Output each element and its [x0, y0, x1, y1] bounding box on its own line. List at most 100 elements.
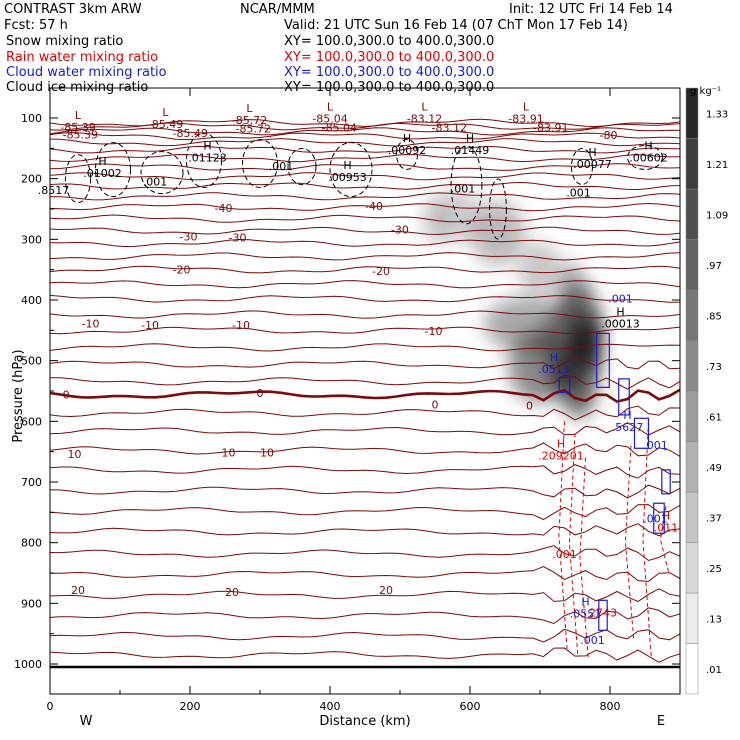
- extremum-marker: H: [623, 409, 631, 422]
- temperature-label: -20: [173, 264, 191, 277]
- snow-contour: [140, 151, 184, 195]
- contour-value-label: .001: [269, 160, 294, 173]
- extremum-value: .00013: [601, 318, 640, 331]
- valid-time: Valid: 21 UTC Sun 16 Feb 14 (07 ChT Mon …: [284, 18, 628, 33]
- endpoint-west: W: [80, 714, 93, 729]
- colorbar-segment: [685, 289, 699, 341]
- temperature-contour-line: [50, 265, 680, 274]
- snow-shade-blob: [519, 242, 561, 297]
- cloud-water-contour: [653, 502, 665, 534]
- temperature-label: 10: [260, 446, 274, 459]
- colorbar-segment: [685, 138, 699, 190]
- temperature-label: 0: [432, 398, 439, 411]
- snow-shading: [421, 188, 603, 418]
- colorbar-tick-label: .61: [706, 412, 722, 423]
- extremum-value: .00077: [573, 158, 612, 171]
- x-tick-label: 200: [180, 700, 201, 713]
- temperature-label: 0: [526, 400, 533, 413]
- temperature-contour-line: [50, 545, 680, 562]
- temperature-label: -10: [141, 319, 159, 332]
- rain-contour: [579, 457, 589, 658]
- extremum-value: .011: [654, 522, 679, 535]
- snow-shade-blob: [470, 200, 526, 267]
- temperature-contour-line: [50, 484, 680, 499]
- colorbar-tick-label: 1.09: [706, 210, 728, 221]
- contour-value-label: .001: [566, 186, 591, 199]
- snow-contour: [329, 142, 373, 198]
- colorbar-tick-label: 1.21: [706, 160, 728, 171]
- legend-snow-label: Snow mixing ratio: [6, 34, 124, 49]
- snow-shade-blob: [421, 197, 449, 246]
- snow-contour: [627, 144, 663, 170]
- temperature-contour-line: [50, 172, 680, 181]
- extremum-marker: L: [421, 101, 428, 114]
- endpoint-east: E: [657, 714, 665, 729]
- colorbar-segment: [685, 188, 699, 240]
- extremum-value: .00602: [629, 151, 668, 164]
- colorbar-tick-label: .97: [706, 261, 722, 272]
- temperature-label: -40: [215, 202, 233, 215]
- x-tick-label: 0: [47, 700, 54, 713]
- rain-contour: [642, 421, 652, 658]
- extremum-marker: L: [523, 101, 530, 114]
- rain-contour: [624, 445, 635, 640]
- colorbar-segment: [685, 340, 699, 392]
- colorbar-tick-label: .01: [706, 665, 722, 676]
- temperature-contour-line: [50, 504, 680, 521]
- snow-shade-blob: [557, 263, 586, 312]
- temperature-contour-line: [50, 442, 680, 457]
- legend-cloudwater-label: Cloud water mixing ratio: [6, 65, 167, 80]
- extremum-marker: L: [75, 109, 82, 122]
- contour-value-label: .001: [643, 513, 668, 526]
- cloud-water-contour: [598, 599, 608, 631]
- rain-contours: [558, 421, 670, 658]
- temperature-contour-line: [50, 138, 680, 147]
- extremum-marker: H: [616, 306, 624, 319]
- y-tick-label: 800: [21, 537, 42, 550]
- snow-contour: [186, 132, 222, 188]
- snow-contour: [64, 154, 92, 204]
- y-tick-label: 500: [21, 355, 42, 368]
- extremum-value: -83.91: [508, 113, 543, 126]
- legend-rain-label: Rain water mixing ratio: [6, 50, 159, 65]
- snow-contours: [64, 132, 663, 240]
- cloud-water-contour: [661, 469, 671, 495]
- snow-contour: [95, 142, 131, 198]
- temperature-label: -40: [365, 200, 383, 213]
- temperature-contour-line: [50, 122, 680, 131]
- extremum-value: .01002: [83, 167, 122, 180]
- temperature-contour-line: [50, 310, 680, 319]
- y-tick-label: 100: [21, 112, 42, 125]
- temperature-label: 0: [257, 387, 264, 400]
- temperature-contour-line: [50, 422, 680, 436]
- colorbar-segment: [685, 491, 699, 543]
- y-tick-label: 600: [21, 415, 42, 428]
- extremum-value: .0513: [538, 363, 570, 376]
- x-tick-label: 600: [460, 700, 481, 713]
- x-axis-label: Distance (km): [319, 714, 410, 729]
- extremum-value: -85.49: [148, 118, 183, 131]
- colorbar-segment: [685, 239, 699, 291]
- temperature-label: 20: [71, 584, 85, 597]
- colorbar-segment: [685, 592, 699, 644]
- temperature-contour-line: [50, 226, 680, 235]
- legend-cloudwater-xy: XY= 100.0,300.0 to 400.0,300.0: [284, 65, 495, 80]
- colorbar: .01 .13 .25 .37 .49 .61 .73 .85 .97 1.09 1.21 1.33: [685, 87, 728, 695]
- snow-contour: [450, 145, 483, 225]
- temperature-contour-line: [50, 588, 680, 603]
- forecast-hour: Fcst: 57 h: [4, 18, 68, 33]
- temperature-label: -30: [391, 224, 409, 237]
- extremum-marker: H: [403, 132, 411, 145]
- extremum-value: -85.04: [312, 113, 347, 126]
- snow-shade-blob: [575, 312, 603, 373]
- temperature-contour-line: [50, 252, 680, 261]
- center-label: NCAR/MMM: [240, 2, 315, 17]
- temperature-contour-line: [50, 326, 680, 335]
- temperature-contour-line: [50, 294, 680, 303]
- temperature-label: -10: [232, 319, 250, 332]
- temperature-contour-line: [50, 127, 680, 136]
- extremum-marker: L: [246, 102, 253, 115]
- contour-value-label: .001: [580, 634, 605, 647]
- contour-value-label: .001: [451, 183, 476, 196]
- temperature-contour-line: [50, 145, 680, 154]
